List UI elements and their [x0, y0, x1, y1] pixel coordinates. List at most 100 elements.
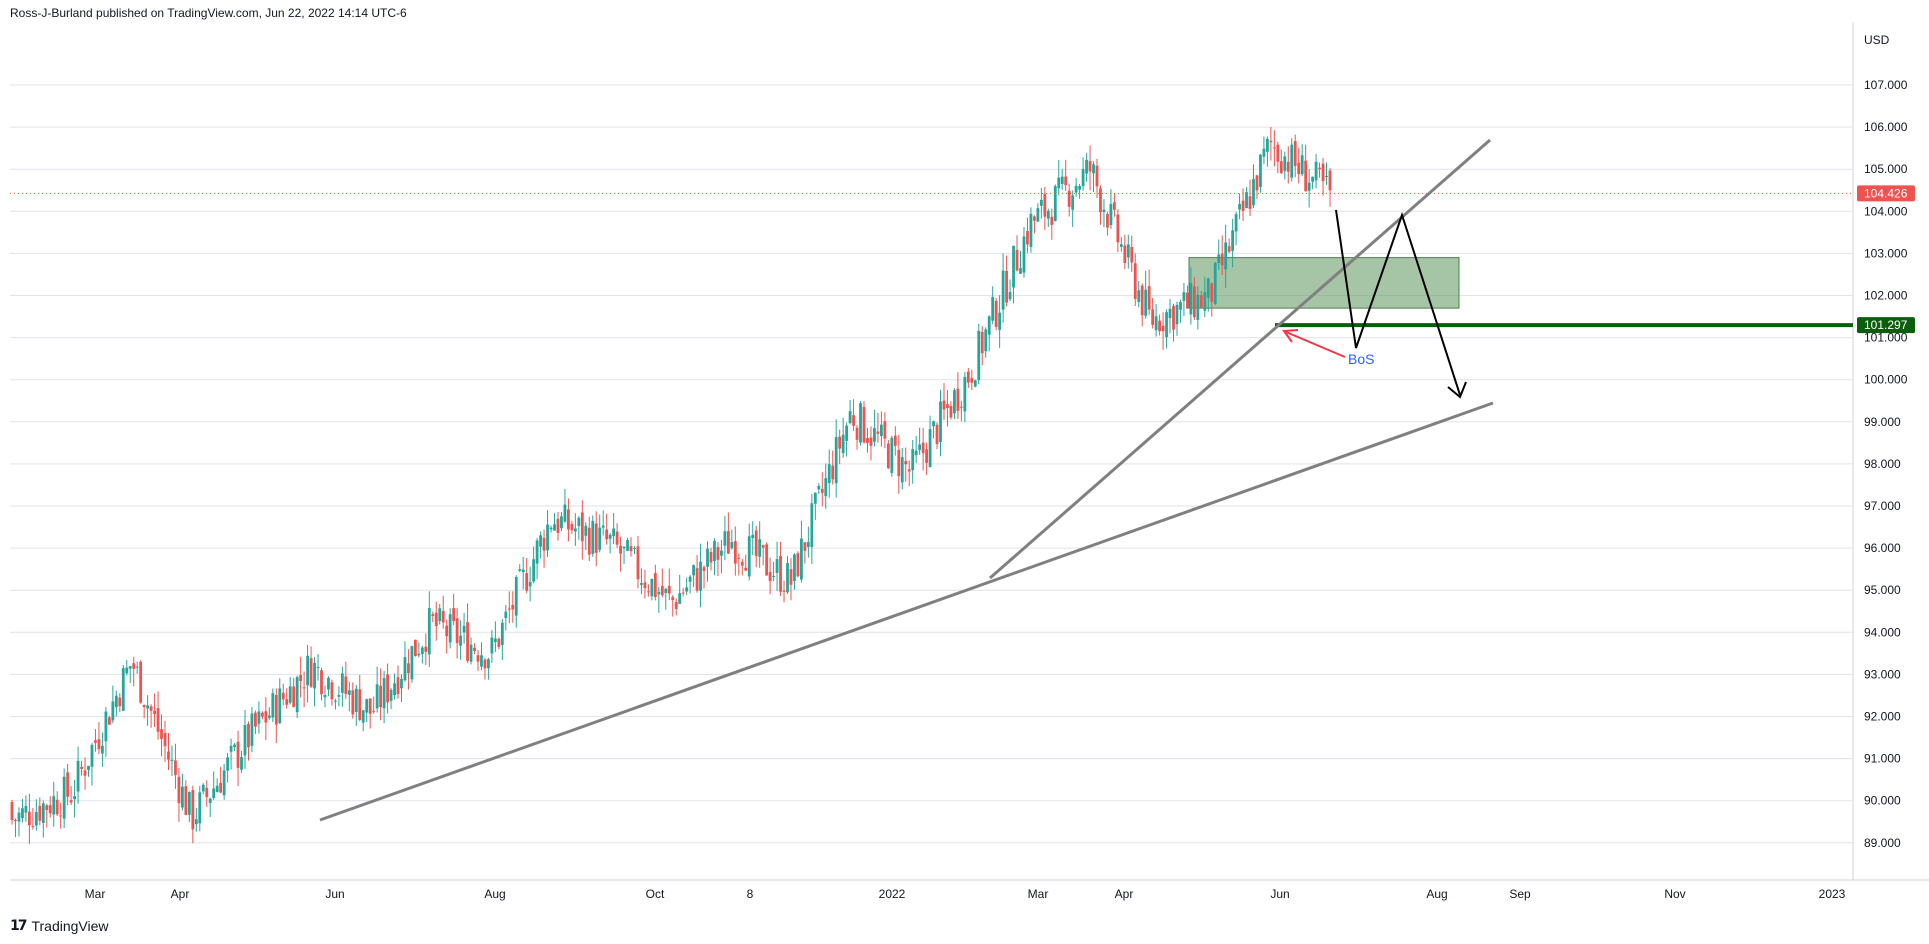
candle-body [250, 713, 254, 746]
candle-body [1095, 165, 1099, 187]
candle-body [859, 403, 862, 443]
candle-body [820, 488, 824, 493]
candle-body [893, 435, 897, 446]
candle-body [473, 647, 476, 651]
time-tick-label: Jun [1270, 887, 1289, 901]
candle-body [361, 710, 365, 723]
candle-body [1046, 210, 1050, 219]
candle-body [448, 614, 452, 643]
candle-body [1175, 304, 1179, 325]
candle-body [1304, 160, 1308, 192]
candle-body [1213, 262, 1217, 305]
candle-body [229, 745, 233, 752]
candle-body [1022, 236, 1026, 273]
candle-body [1008, 292, 1012, 300]
candle-body [181, 786, 184, 808]
candle-body [337, 695, 341, 697]
tradingview-logo[interactable]: 17 TradingView [10, 916, 109, 936]
candle-body [928, 429, 932, 468]
candle-body [480, 655, 483, 667]
candle-body [139, 661, 143, 703]
candle-body [1165, 312, 1168, 338]
candle-body [876, 431, 880, 434]
candle-body [834, 437, 838, 484]
candle-body [1074, 185, 1078, 193]
candle-body [761, 545, 765, 548]
price-tick-label: 100.000 [1864, 373, 1908, 387]
candle-body [1290, 144, 1294, 178]
candle-body [855, 427, 859, 440]
current-price-badge [1857, 185, 1915, 202]
candle-body [73, 796, 76, 800]
candle-body [1189, 282, 1193, 315]
candle-body [956, 388, 960, 411]
candle-body [765, 544, 769, 576]
price-tick-label: 91.000 [1864, 752, 1901, 766]
price-tick-label: 98.000 [1864, 457, 1901, 471]
candle-body [553, 524, 556, 531]
candle-body [619, 545, 622, 554]
time-tick-label: Jun [325, 887, 344, 901]
candle-body [521, 569, 525, 573]
candle-body [751, 534, 755, 538]
candle-body [848, 411, 852, 424]
candle-body [980, 331, 984, 354]
candle-body [601, 525, 605, 528]
bos-arrowhead [1282, 329, 1299, 343]
candle-body [438, 608, 442, 622]
candle-body [942, 400, 946, 410]
candle-body [500, 622, 504, 645]
candle-body [594, 523, 598, 553]
candle-body [692, 565, 696, 576]
candle-body [1210, 283, 1214, 302]
candle-body [852, 415, 855, 426]
candle-body [1053, 186, 1057, 222]
candle-body [747, 536, 751, 577]
candle-body [1182, 292, 1186, 301]
price-tick-label: 95.000 [1864, 583, 1901, 597]
candle-body [90, 744, 94, 767]
candle-body [720, 550, 723, 556]
candle-body [1286, 161, 1290, 172]
price-tick-label: 106.000 [1864, 120, 1908, 134]
candle-body [59, 815, 63, 817]
price-tick-label: 103.000 [1864, 246, 1908, 260]
candle-body [160, 729, 163, 740]
candle-body [24, 806, 28, 813]
candle-body [650, 578, 654, 597]
candle-body [257, 711, 261, 724]
candle-body [1245, 192, 1248, 209]
candle-body [1179, 302, 1182, 310]
candle-body [1001, 270, 1005, 310]
candle-body [1043, 194, 1047, 217]
candle-body [104, 711, 108, 742]
candle-body [455, 618, 459, 644]
candle-body [1161, 325, 1165, 332]
candle-body [1092, 164, 1095, 174]
candle-body [1321, 163, 1325, 182]
candle-body [14, 819, 17, 821]
candle-body [27, 811, 31, 826]
candle-body [1081, 168, 1085, 187]
candle-body [198, 792, 202, 824]
candle-body [723, 531, 727, 546]
candle-body [1279, 161, 1283, 174]
publisher-header: Ross-J-Burland published on TradingView.… [10, 6, 407, 20]
candle-body [410, 646, 414, 680]
candle-body [1147, 286, 1151, 310]
candle-body [10, 802, 14, 821]
candle-body [605, 529, 609, 540]
candle-body [201, 784, 205, 792]
candle-body [313, 662, 316, 689]
candle-body [69, 800, 73, 803]
candle-body [1186, 292, 1189, 309]
candle-body [1203, 292, 1207, 311]
candle-body [327, 677, 330, 690]
price-tick-label: 102.000 [1864, 289, 1908, 303]
candle-body [1060, 176, 1064, 184]
candle-body [549, 527, 553, 530]
candle-body [758, 539, 762, 557]
candle-body [243, 724, 247, 756]
candle-body [288, 686, 292, 703]
